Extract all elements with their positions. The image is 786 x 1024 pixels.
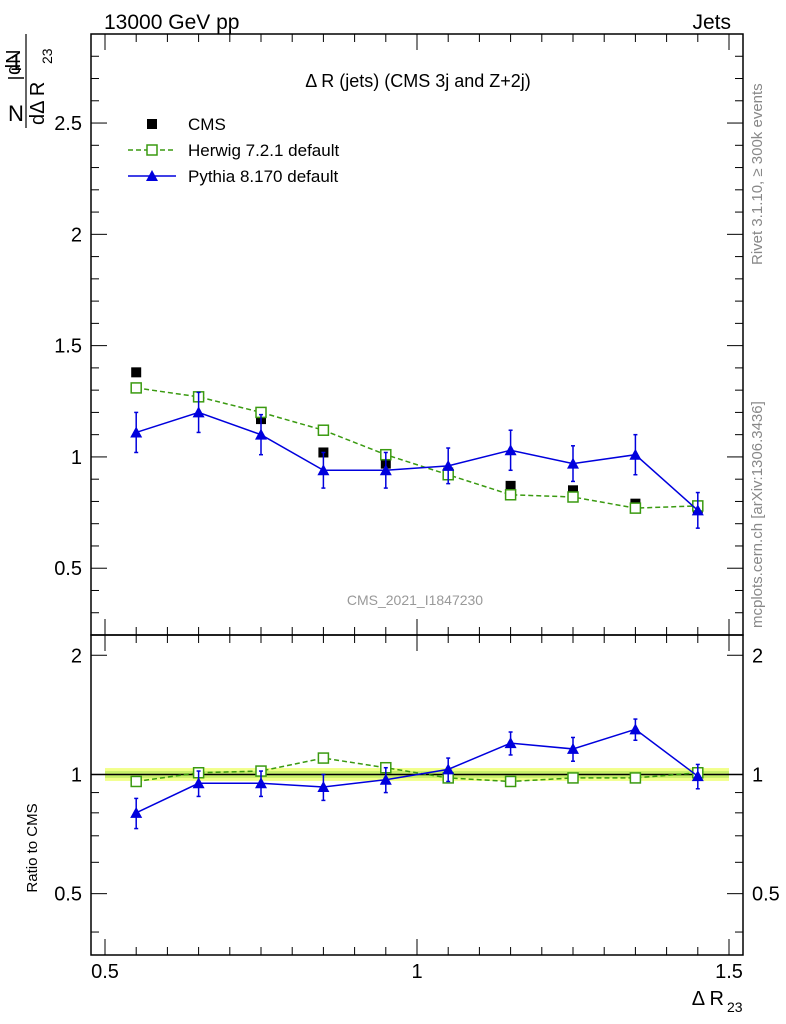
pythia-8-170-default-point (567, 457, 579, 469)
herwig-7-2-1-default-point (567, 491, 579, 503)
pythia-8-170-default-ratio-line (135, 728, 699, 814)
ratio-plot-frame (90, 634, 744, 956)
herwig-7-2-1-default-point (317, 424, 330, 436)
legend-label-herwig-7-2-1-default: Herwig 7.2.1 default (188, 141, 339, 160)
pythia-8-170-default-point (504, 444, 517, 456)
ratio-y-tick-label: 0.5 (54, 884, 82, 906)
chart-title: Δ R (jets) (CMS 3j and Z+2j) (305, 71, 531, 91)
pythia-8-170-default-ratio-point (192, 777, 205, 789)
pythia-8-170-default-ratio-point (255, 777, 267, 789)
cms-point (505, 480, 516, 491)
pythia-8-170-default-ratio-point (130, 806, 143, 818)
pythia-8-170-default-point (379, 464, 392, 476)
axis-ticks (91, 33, 743, 955)
ratio-y-tick-label: 2 (71, 645, 82, 667)
y-tick-label: 1.5 (54, 336, 82, 358)
herwig-7-2-1-default-ratio-point (130, 775, 142, 788)
x-tick-label: 1 (411, 961, 422, 983)
legend-marker-pythia-8-170-default (146, 170, 158, 181)
ratio-y-tick-label-right: 2 (752, 645, 763, 667)
pythia-8-170-default-point (192, 406, 205, 418)
x-label-main: Δ R (692, 988, 724, 1010)
x-tick-label: 0.5 (91, 961, 119, 983)
pythia-8-170-default-point (255, 428, 267, 440)
data-marks (91, 367, 743, 830)
legend-label-pythia-8-170-default: Pythia 8.170 default (188, 167, 339, 186)
y-axis-label: 1 N dN dΔ R 23 (3, 34, 55, 128)
pythia-8-170-default-ratio-point (317, 780, 330, 792)
pythia-8-170-default-point (629, 448, 642, 460)
y-label-dnum: dN (3, 49, 25, 75)
pythia-8-170-default-ratio-point (504, 737, 517, 749)
pythia-8-170-default-point (442, 459, 455, 471)
pythia-8-170-default-point (691, 504, 704, 516)
y-label-sub: 23 (39, 48, 55, 64)
axis-tick-labels: 0.5 1 1.5 0.5 1 1.5 2 2.5 0.5 0.5 1 1 2 2 (54, 113, 780, 983)
pythia-8-170-default-ratio-point (442, 763, 455, 775)
herwig-7-2-1-default-ratio-point (504, 775, 517, 788)
pythia-8-170-default-line (135, 411, 699, 511)
herwig-7-2-1-default-point (504, 489, 517, 501)
herwig-7-2-1-default-point (130, 382, 142, 394)
y-label-den: N (8, 101, 24, 126)
x-axis-label: Δ R 23 (692, 988, 743, 1015)
ratio-y-tick-label: 1 (71, 764, 82, 786)
pythia-8-170-default-point (130, 426, 143, 438)
pythia-8-170-default-point (317, 464, 330, 476)
legend-marker-herwig-7-2-1-default (146, 144, 158, 156)
rivet-version-label: Rivet 3.1.10, ≥ 300k events (749, 83, 766, 265)
pythia-8-170-default-ratio-point (567, 742, 579, 754)
legend-label-cms: CMS (188, 115, 226, 134)
y-tick-label: 2 (71, 224, 82, 246)
header-process-label: Jets (692, 11, 731, 34)
cms-point (131, 367, 142, 378)
x-label-sub: 23 (727, 999, 743, 1015)
legend-marker-cms (147, 119, 157, 129)
herwig-7-2-1-default-ratio-point (317, 752, 330, 764)
pythia-8-170-default-ratio-point (379, 773, 392, 785)
herwig-7-2-1-default-ratio-point (629, 772, 642, 784)
herwig-7-2-1-default-line (136, 387, 698, 509)
header-energy-label: 13000 GeV pp (104, 11, 239, 34)
herwig-7-2-1-default-ratio-point (567, 772, 579, 784)
analysis-watermark: CMS_2021_I1847230 (347, 592, 483, 608)
y-tick-label: 2.5 (54, 113, 82, 135)
ratio-y-tick-label-right: 1 (752, 764, 763, 786)
ratio-y-axis-label: Ratio to CMS (24, 803, 41, 892)
cms-point (568, 485, 578, 496)
pythia-8-170-default-ratio-point (691, 770, 704, 782)
herwig-7-2-1-default-point (629, 502, 642, 514)
herwig-7-2-1-default-ratio-line (136, 757, 698, 783)
ratio-y-tick-label-right: 0.5 (752, 884, 780, 906)
pythia-8-170-default-ratio-point (629, 723, 642, 735)
legend: CMS Herwig 7.2.1 default Pythia 8.170 defa… (128, 115, 339, 186)
y-label-num: 1 (10, 50, 22, 75)
x-tick-label: 1.5 (715, 961, 743, 983)
y-tick-label: 1 (71, 447, 82, 469)
y-tick-label: 0.5 (54, 558, 82, 580)
y-label-dden: dΔ R (27, 82, 49, 125)
mcplots-label: mcplots.cern.ch [arXiv:1306.3436] (749, 401, 766, 628)
